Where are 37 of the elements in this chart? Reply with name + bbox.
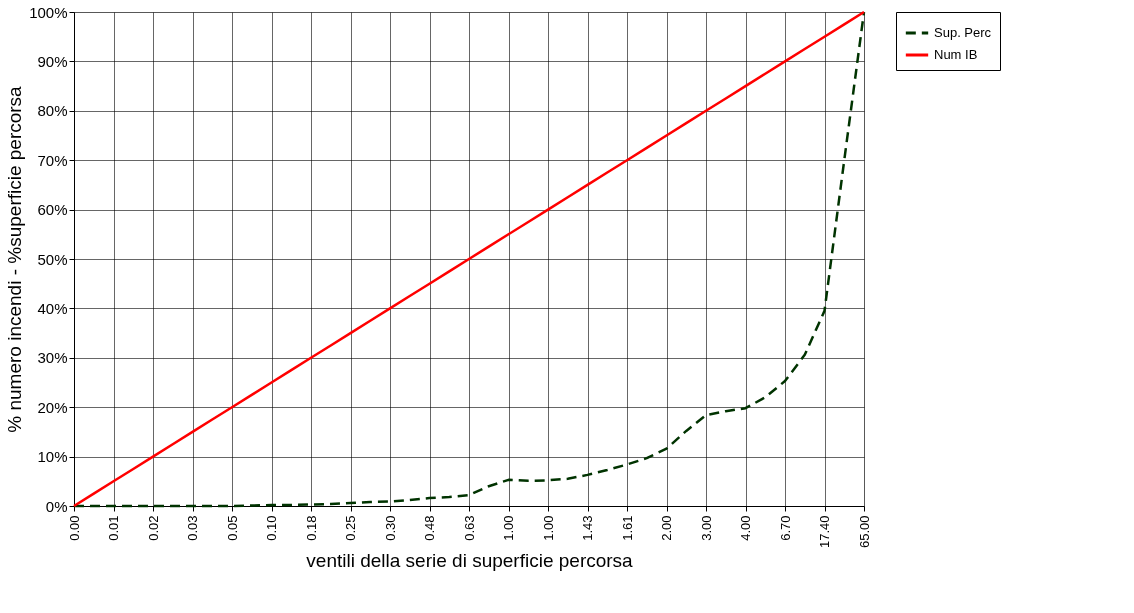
x-tick-label: 2.00 — [659, 515, 674, 541]
y-tick-label: 50% — [37, 250, 68, 268]
x-tick-label: 3.00 — [698, 515, 714, 541]
y-tick-label: 60% — [37, 201, 68, 219]
x-tick-label: 1.00 — [540, 515, 556, 541]
y-tick-label: 0% — [45, 497, 68, 515]
x-tick-label: 0.00 — [66, 515, 82, 541]
y-tick-label: 10% — [37, 448, 68, 466]
x-axis-title: ventili della serie di superficie percorsa — [306, 550, 634, 572]
y-tick-label: 90% — [37, 52, 68, 70]
x-tick-label: 0.25 — [343, 515, 358, 541]
x-tick-label: 1.00 — [501, 515, 516, 541]
x-tick-label: 0.10 — [264, 515, 279, 541]
x-tick-label: 6.70 — [777, 515, 793, 541]
y-tick-label: 20% — [37, 398, 68, 416]
x-tick-label: 0.63 — [461, 515, 477, 541]
x-tick-label: 0.48 — [422, 515, 437, 541]
x-tick-label: 17.40 — [817, 515, 832, 549]
line-series — [72, 10, 866, 508]
x-tick-label: 0.03 — [185, 515, 200, 541]
x-tick-label: 0.18 — [303, 515, 319, 541]
x-tick-label: 0.30 — [382, 515, 398, 541]
y-tick-label: 70% — [37, 151, 68, 169]
y-tick-label: 80% — [37, 102, 68, 120]
y-axis-title: % numero incendi - %superficie percorsa — [4, 85, 26, 433]
x-tick-label: 0.05 — [224, 515, 240, 541]
legend-label: Num IB — [934, 47, 978, 62]
x-tick-label: 1.43 — [580, 515, 595, 541]
y-tick-label: 100% — [29, 3, 68, 21]
x-tick-label: 0.02 — [145, 515, 161, 541]
x-tick-label: 4.00 — [738, 515, 753, 541]
x-tick-label: 1.61 — [619, 515, 635, 541]
y-tick-label: 40% — [37, 299, 68, 317]
y-tick-label: 30% — [37, 349, 68, 367]
legend-label: Sup. Perc — [934, 25, 992, 40]
x-tick-label: 65.00 — [856, 515, 872, 549]
x-tick-label: 0.01 — [106, 515, 121, 541]
